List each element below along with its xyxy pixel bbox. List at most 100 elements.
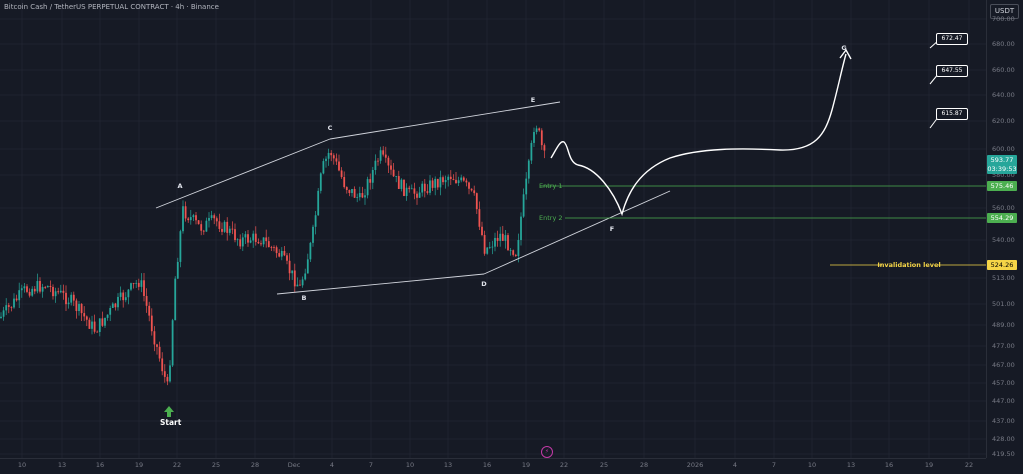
wave-label-f[interactable]: F	[609, 225, 615, 233]
candle-body	[91, 321, 93, 329]
candle	[348, 189, 351, 197]
target-callout-1[interactable]: 672.47	[936, 33, 968, 45]
wave-label-g[interactable]: G	[841, 44, 847, 52]
price-axis[interactable]	[986, 0, 1023, 458]
candle	[52, 284, 54, 300]
entry2-label[interactable]: Entry 2	[539, 214, 563, 222]
drawing-overlay	[155, 39, 986, 417]
candle	[299, 279, 301, 286]
candle	[148, 301, 151, 322]
candle-body	[431, 180, 434, 188]
candle-body	[494, 237, 496, 247]
candle	[54, 287, 57, 303]
candle-body	[405, 187, 408, 196]
candle-body	[366, 179, 369, 196]
wave-label-b[interactable]: B	[301, 294, 307, 302]
candle	[465, 178, 468, 187]
time-axis[interactable]	[0, 458, 986, 474]
time-tick-label: 10	[405, 461, 415, 469]
candle-body	[143, 280, 145, 296]
candle-body	[343, 177, 346, 188]
candle	[540, 128, 543, 150]
candle	[468, 181, 470, 195]
candle	[260, 240, 262, 247]
candle	[88, 317, 91, 330]
candle	[291, 270, 294, 280]
candle	[400, 178, 403, 192]
price-tick-label: 489.00	[992, 321, 1015, 329]
candle	[91, 315, 93, 335]
currency-button[interactable]: USDT	[990, 4, 1019, 19]
wave-label-e[interactable]: E	[530, 96, 536, 104]
candle	[254, 226, 257, 246]
candle-body	[236, 239, 239, 241]
candle-body	[83, 313, 86, 317]
target-callout-3[interactable]: 615.87	[936, 108, 968, 120]
candle-body	[483, 235, 486, 254]
time-tick-label: 28	[250, 461, 260, 469]
wave-label-d[interactable]: D	[481, 280, 487, 288]
candle-body	[275, 247, 278, 254]
start-label[interactable]: Start	[160, 418, 182, 427]
candle	[475, 192, 478, 214]
time-tick-label: 25	[599, 461, 609, 469]
candle-body	[533, 132, 535, 143]
candle	[473, 185, 476, 196]
candle	[525, 172, 528, 200]
candle	[447, 174, 450, 187]
candle-body	[114, 303, 117, 308]
candle-body	[468, 182, 470, 189]
candle-body	[197, 220, 200, 225]
candle-body	[473, 190, 476, 194]
entry1-label[interactable]: Entry 1	[539, 182, 563, 190]
candle	[494, 232, 496, 252]
candle-body	[54, 291, 57, 297]
invalidation-label[interactable]: Invalidation level	[877, 261, 941, 269]
candle-body	[374, 160, 377, 170]
candle-body	[377, 160, 379, 162]
time-tick-label: 19	[924, 461, 934, 469]
candle-body	[182, 206, 184, 232]
candle-body	[540, 130, 543, 146]
candle-body	[122, 292, 125, 301]
candle-body	[403, 179, 405, 196]
candle	[278, 249, 281, 258]
candle	[405, 183, 408, 201]
candle-body	[423, 183, 426, 192]
candle-body	[436, 178, 439, 188]
candle	[426, 184, 429, 195]
candle	[78, 301, 80, 316]
candle-body	[148, 305, 151, 316]
candle	[522, 188, 525, 218]
candle-body	[408, 187, 411, 189]
candle-body	[465, 180, 468, 183]
time-tick-label: 10	[807, 461, 817, 469]
candle	[439, 170, 442, 196]
candle-body	[192, 215, 195, 218]
candle-body	[2, 310, 5, 317]
candle	[395, 175, 398, 183]
target-callout-2[interactable]: 647.55	[936, 65, 968, 77]
candle-body	[338, 161, 340, 171]
candle-body	[130, 283, 132, 290]
price-chart[interactable]	[0, 0, 986, 458]
channel-lower-line-bd	[276, 273, 485, 295]
candle-body	[137, 282, 140, 287]
price-tick-label: 428.00	[992, 435, 1015, 443]
candle-body	[249, 240, 252, 243]
wave-label-c[interactable]: C	[327, 124, 333, 132]
lightning-icon[interactable]: ⚡	[541, 446, 553, 458]
candle-body	[400, 179, 403, 189]
candle	[535, 125, 538, 135]
candle-body	[507, 235, 509, 251]
candle	[247, 229, 249, 247]
candle	[293, 263, 296, 293]
price-tick-label: 620.00	[992, 117, 1015, 125]
price-tick-label: 457.00	[992, 379, 1015, 387]
wave-label-a[interactable]: A	[177, 182, 183, 190]
candle-body	[117, 296, 119, 308]
candle-body	[267, 241, 270, 248]
candle-body	[265, 237, 268, 242]
time-tick-label: 13	[443, 461, 453, 469]
candle	[270, 245, 273, 252]
